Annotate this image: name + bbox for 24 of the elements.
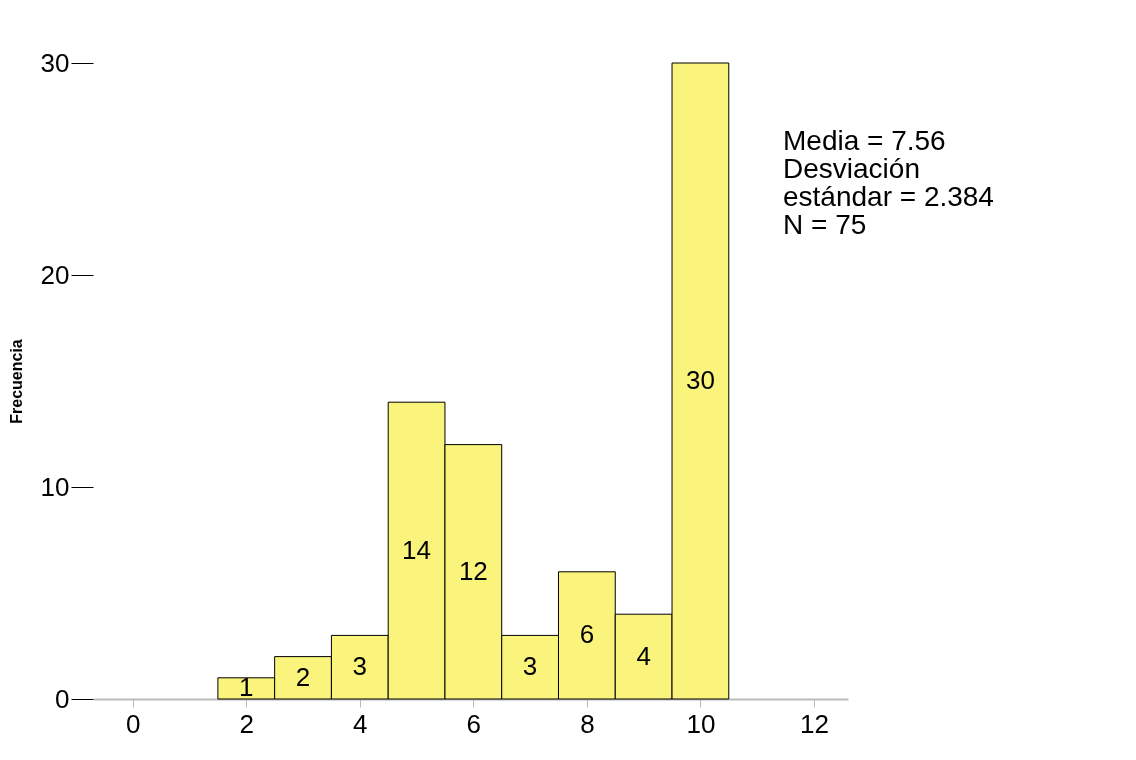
x-tick-label: 6 [466, 708, 482, 739]
data-label: 14 [402, 534, 432, 565]
x-tick-label: 4 [353, 708, 368, 739]
data-label: 2 [295, 661, 311, 692]
y-tick-label: 10 [40, 471, 70, 502]
y-tick-label: 20 [40, 259, 70, 290]
data-label: 30 [685, 365, 715, 395]
annotation: Media = 7.56 [783, 125, 946, 156]
y-tick-label: 30 [40, 47, 70, 78]
data-label: 1 [239, 672, 254, 703]
x-tick-label: 10 [686, 708, 716, 739]
data-label: 4 [636, 640, 651, 671]
data-label: 3 [522, 651, 538, 682]
x-tick-label: 12 [799, 708, 829, 739]
data-label: 3 [352, 651, 368, 682]
data-label: 6 [579, 619, 595, 650]
annotation: N = 75 [783, 209, 867, 240]
y-tick-label: 0 [55, 683, 70, 714]
data-label: 12 [458, 555, 488, 586]
x-tick-label: 0 [126, 708, 141, 739]
x-tick-label: 2 [239, 708, 255, 739]
y-axis-title: Frecuencia [7, 339, 25, 424]
annotation: Desviación estándar = 2.384 [783, 153, 994, 212]
x-tick-label: 8 [580, 708, 595, 739]
